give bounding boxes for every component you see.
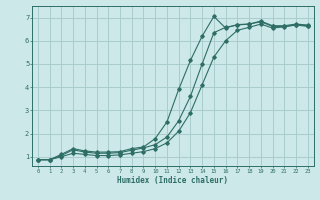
X-axis label: Humidex (Indice chaleur): Humidex (Indice chaleur) xyxy=(117,176,228,185)
